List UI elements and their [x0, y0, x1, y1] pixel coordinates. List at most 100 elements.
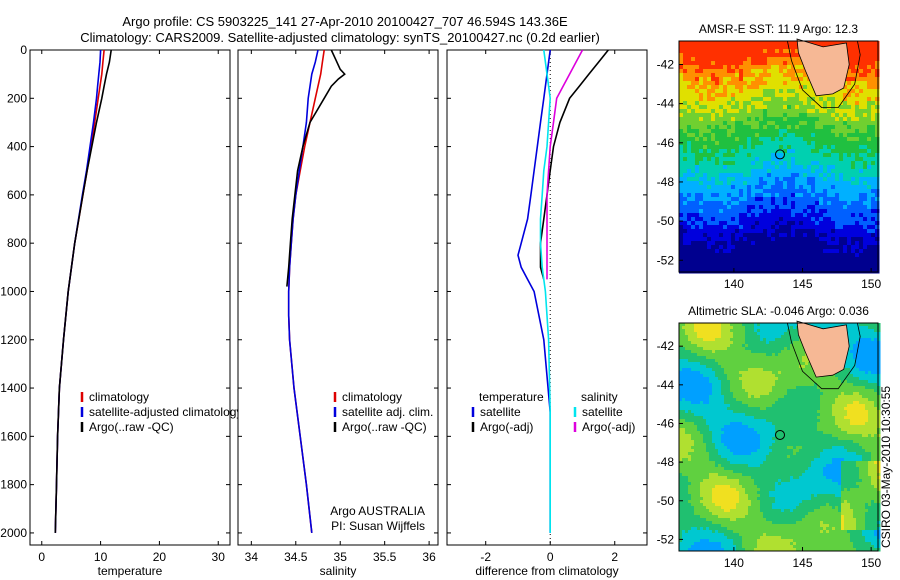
map-cell: [803, 261, 808, 266]
map-cell: [697, 326, 701, 330]
map-cell: [712, 350, 716, 354]
map-cell: [687, 57, 692, 62]
map-cell: [820, 323, 824, 327]
map-cell: [835, 101, 840, 106]
map-cell: [784, 338, 788, 342]
map-cell: [731, 265, 736, 270]
map-cell: [826, 386, 830, 390]
map-cell: [703, 221, 708, 226]
map-cell: [743, 141, 748, 146]
map-cell: [723, 49, 728, 54]
map-cell: [795, 189, 800, 194]
map-cell: [707, 125, 712, 130]
map-cell: [731, 141, 736, 146]
map-cell: [715, 97, 720, 102]
map-cell: [771, 229, 776, 234]
map-cell: [799, 161, 804, 166]
x-tick-label: 35: [334, 550, 348, 564]
map-cell: [683, 101, 688, 106]
map-cell: [865, 326, 869, 330]
map-cell: [731, 121, 736, 126]
map-cell: [871, 201, 876, 206]
map-cell: [699, 209, 704, 214]
map-cell: [863, 233, 868, 238]
map-cell: [874, 380, 878, 384]
map-cell: [805, 374, 809, 378]
map-cell: [759, 233, 764, 238]
map-cell: [691, 229, 696, 234]
map-cell: [835, 398, 839, 402]
map-cell: [775, 141, 780, 146]
map-cell: [839, 145, 844, 150]
map-cell: [721, 401, 725, 405]
map-cell: [695, 213, 700, 218]
map-cell: [783, 229, 788, 234]
map-cell: [719, 93, 724, 98]
map-cell: [697, 344, 701, 348]
map-cell: [695, 113, 700, 118]
map-cell: [855, 117, 860, 122]
map-cell: [847, 237, 852, 242]
map-cell: [865, 353, 869, 357]
map-cell: [851, 97, 856, 102]
map-cell: [699, 169, 704, 174]
map-cell: [739, 61, 744, 66]
map-cell: [795, 225, 800, 230]
map-cell: [700, 374, 704, 378]
map-cell: [685, 323, 689, 327]
map-cell: [868, 365, 872, 369]
map-cell: [808, 362, 812, 366]
map-cell: [735, 177, 740, 182]
map-cell: [851, 129, 856, 134]
map-cell: [799, 109, 804, 114]
map-cell: [784, 344, 788, 348]
temperature-xlabel: temperature: [98, 564, 163, 578]
map-cell: [807, 153, 812, 158]
map-cell: [691, 185, 696, 190]
map-cell: [823, 249, 828, 254]
map-cell: [799, 145, 804, 150]
map-cell: [763, 101, 768, 106]
map-cell: [784, 404, 788, 408]
map-cell: [759, 185, 764, 190]
map-cell: [679, 395, 683, 399]
map-cell: [867, 185, 872, 190]
map-cell: [839, 169, 844, 174]
map-cell: [731, 153, 736, 158]
map-cell: [871, 141, 876, 146]
map-cell: [839, 133, 844, 138]
map-cell: [703, 189, 708, 194]
map-cell: [787, 225, 792, 230]
map-cell: [850, 386, 854, 390]
map-cell: [766, 338, 770, 342]
map-cell: [874, 401, 878, 405]
map-cell: [862, 389, 866, 393]
map-cell: [699, 45, 704, 50]
map-cell: [871, 371, 875, 375]
map-cell: [805, 371, 809, 375]
map-cell: [757, 383, 761, 387]
map-cell: [795, 81, 800, 86]
map-cell: [723, 45, 728, 50]
map-cell: [754, 353, 758, 357]
map-cell: [743, 85, 748, 90]
map-cell: [867, 181, 872, 186]
map-cell: [787, 41, 792, 46]
map-cell: [843, 85, 848, 90]
map-cell: [715, 193, 720, 198]
map-cell: [760, 377, 764, 381]
map-cell: [779, 153, 784, 158]
map-cell: [875, 225, 880, 230]
map-cell: [731, 109, 736, 114]
map-cell: [807, 217, 812, 222]
map-cell: [694, 341, 698, 345]
map-cell: [747, 173, 752, 178]
map-cell: [687, 65, 692, 70]
map-cell: [835, 213, 840, 218]
map-cell: [863, 97, 868, 102]
map-cell: [871, 213, 876, 218]
map-cell: [743, 233, 748, 238]
map-cell: [721, 380, 725, 384]
map-cell: [739, 371, 743, 375]
map-cell: [747, 241, 752, 246]
